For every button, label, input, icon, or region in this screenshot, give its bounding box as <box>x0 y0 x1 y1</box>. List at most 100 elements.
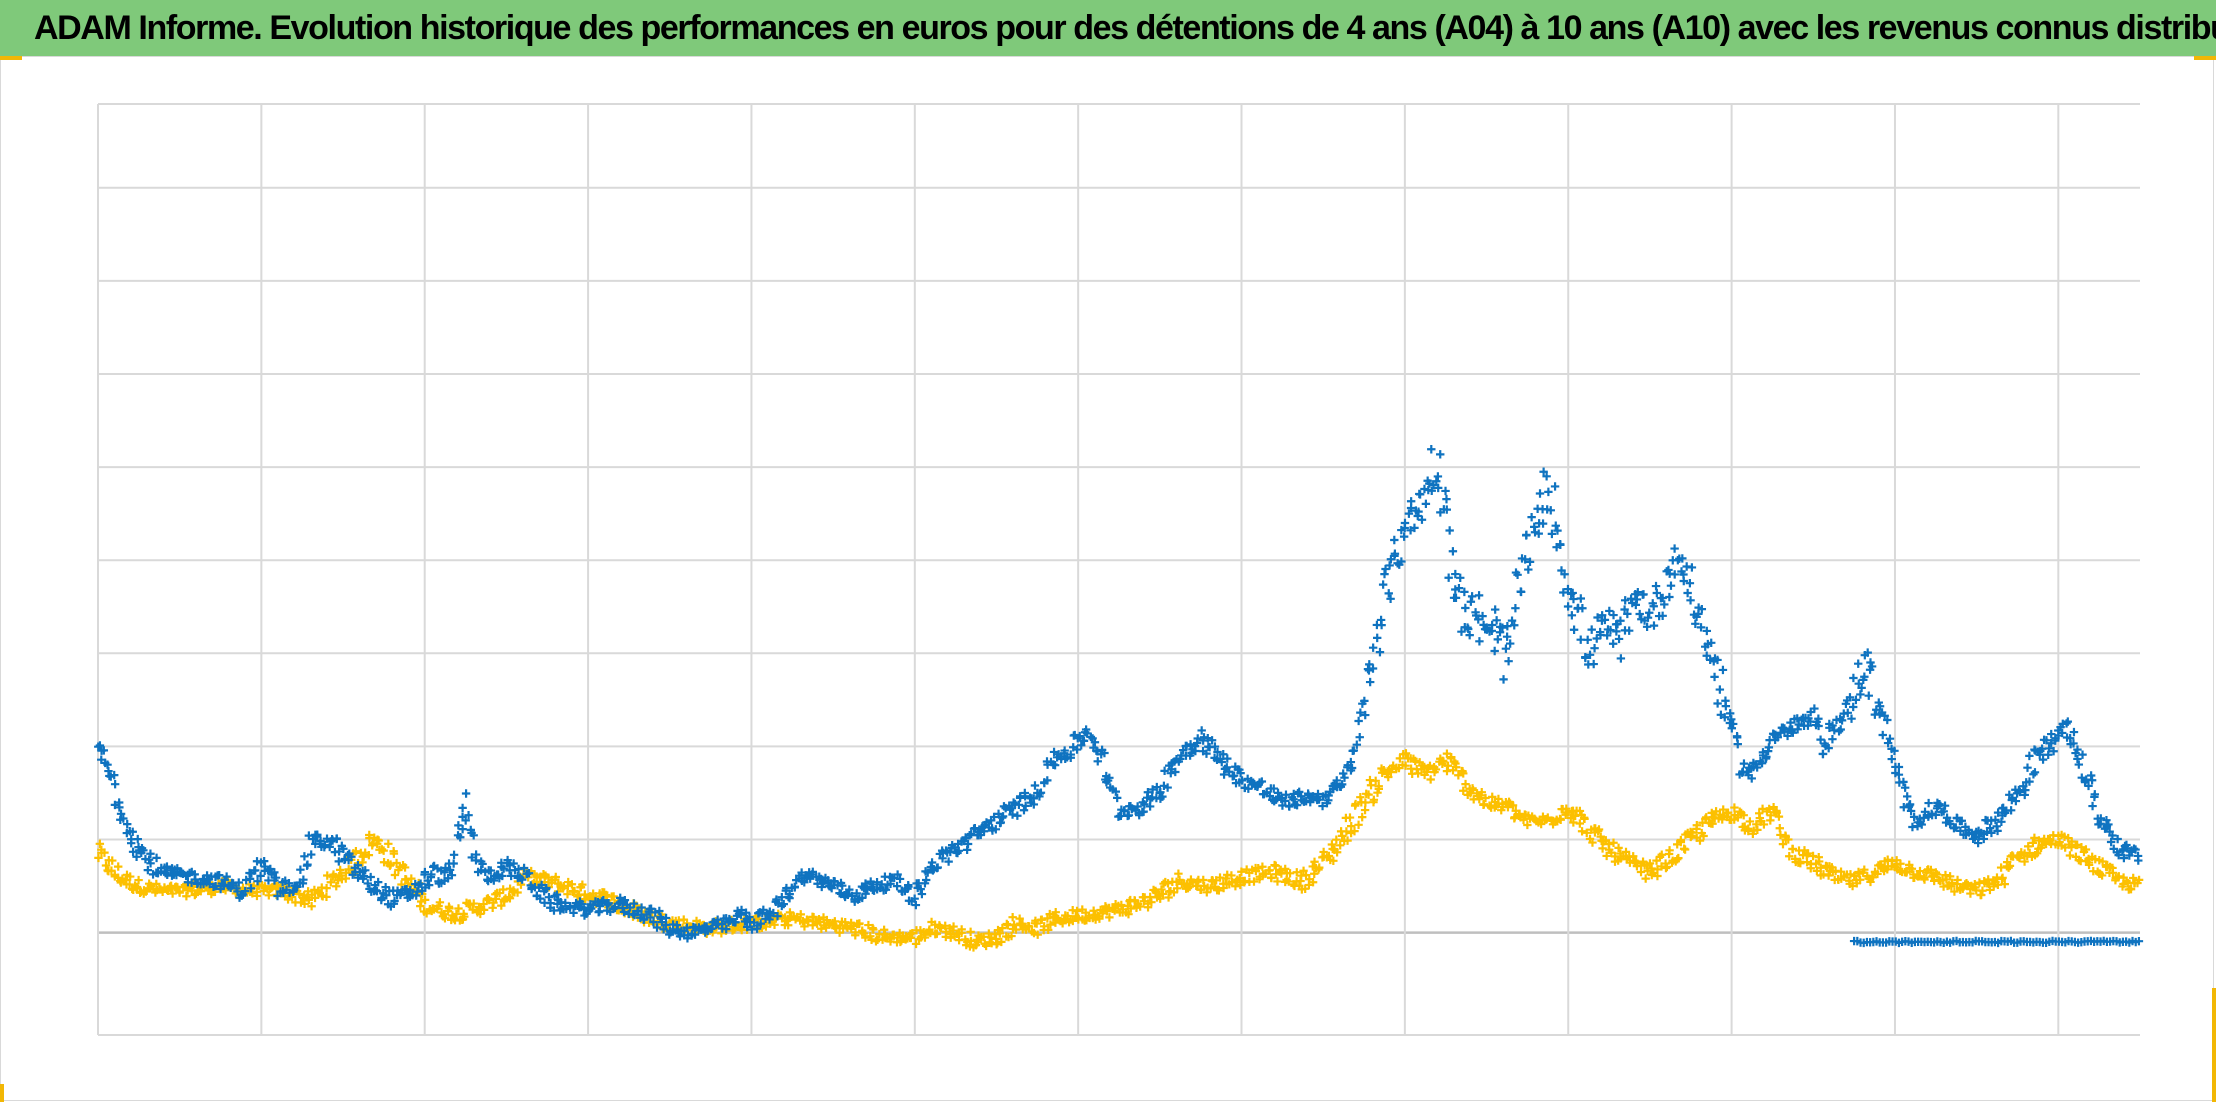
series-0-point <box>1213 747 1222 757</box>
series-0-point <box>1546 506 1555 515</box>
series-0-point <box>1222 763 1232 772</box>
series-0-point <box>270 868 279 877</box>
series-0-point <box>1894 770 1904 779</box>
series-1-point <box>1401 761 1410 770</box>
series-0-point <box>1072 745 1082 754</box>
series-0-point <box>616 893 625 903</box>
series-0-point <box>917 889 927 899</box>
series-0-point <box>1685 578 1695 588</box>
series-0-point <box>1451 569 1460 579</box>
series-0-point <box>1036 788 1046 797</box>
series-0-point <box>2030 768 2040 777</box>
series-0-point <box>1111 787 1120 796</box>
series-0-point <box>1794 720 1803 729</box>
series-1-point <box>1033 930 1042 939</box>
series-0-point <box>458 824 467 834</box>
series-1-point <box>1977 890 1986 900</box>
series-1-point <box>460 912 469 921</box>
series-1-point <box>454 904 463 913</box>
series-0-point <box>1182 741 1191 751</box>
series-0-point <box>509 859 518 868</box>
series-0-point <box>741 908 751 917</box>
series-0-point <box>1560 570 1569 579</box>
series-0-point <box>1292 800 1302 810</box>
frame-corner-top-right <box>2194 56 2216 60</box>
series-0-point <box>143 865 153 875</box>
series-0-point <box>307 850 316 859</box>
series-0-point <box>1652 588 1662 598</box>
series-0-point <box>1445 526 1454 535</box>
series-0-point <box>1679 576 1688 586</box>
series-1-point <box>1214 886 1224 895</box>
series-0-point <box>989 812 999 822</box>
series-1-point <box>420 895 430 905</box>
series-0-point <box>1814 714 1823 723</box>
series-0-point <box>1793 725 1802 734</box>
frame-corner-top-left <box>0 56 22 60</box>
series-0-point <box>1336 782 1346 791</box>
series-0-point <box>486 866 496 875</box>
series-1-point <box>1609 838 1618 847</box>
series-0-point <box>2096 819 2105 828</box>
series-0-point <box>991 825 1001 834</box>
series-0-point <box>1487 626 1496 636</box>
series-1-point <box>855 919 864 928</box>
series-1-point <box>1271 861 1280 870</box>
series-0-point <box>1349 746 1359 755</box>
series-1-point <box>100 848 109 857</box>
series-1-point <box>1873 869 1882 879</box>
series-0-point <box>241 886 250 896</box>
series-0-point <box>1471 608 1480 617</box>
series-0-point <box>2025 777 2034 786</box>
series-1-point <box>2097 871 2107 880</box>
series-0-point <box>1857 683 1866 693</box>
series-1-point <box>1315 863 1324 872</box>
series-1-point <box>1699 831 1708 841</box>
series-1-point <box>1803 849 1813 858</box>
series-0-point <box>1585 650 1595 660</box>
series-0-point <box>1710 672 1719 682</box>
series-0-point <box>1400 518 1410 528</box>
series-1-point <box>935 922 945 932</box>
series-1-point <box>1068 916 1078 926</box>
series-1-point <box>505 894 515 903</box>
series-0-point <box>245 874 255 884</box>
series-1-point <box>1332 848 1342 857</box>
series-1-point <box>1157 885 1166 894</box>
series-0-point <box>1783 731 1792 741</box>
series-0-point <box>2090 790 2100 799</box>
series-0-point <box>1567 611 1577 620</box>
series-1-point <box>385 861 395 870</box>
series-0-point <box>190 870 199 879</box>
series-1-point <box>483 894 493 903</box>
series-1-point <box>809 912 818 922</box>
series-0-point <box>742 922 752 932</box>
series-0-point <box>541 884 551 894</box>
series-1-point <box>563 889 572 899</box>
series-0-point <box>1620 605 1629 614</box>
series-0-point <box>1361 710 1370 720</box>
grid <box>97 103 2140 1036</box>
series-1-point <box>1814 857 1824 866</box>
series-1-point <box>94 853 103 863</box>
series-0-point <box>441 863 450 873</box>
series-0-point <box>99 746 109 755</box>
series-1-point <box>374 836 383 845</box>
series-0-point <box>1727 724 1737 733</box>
series-0-point <box>2069 739 2078 748</box>
series-0-point <box>1340 773 1349 782</box>
series-0-point <box>2044 744 2054 753</box>
series-0-point <box>1620 596 1630 605</box>
series-1-point <box>389 846 398 856</box>
series-0-point <box>651 908 660 917</box>
series-0-point <box>1810 704 1819 713</box>
series-0-point <box>569 908 578 918</box>
series-0-point <box>313 830 322 839</box>
series-0-point <box>970 823 980 833</box>
series-0-point <box>2042 736 2051 745</box>
series-0-point <box>1563 584 1573 594</box>
series-0-point <box>1612 627 1621 636</box>
series-0-point <box>1284 801 1294 811</box>
series-0-point <box>1139 807 1148 816</box>
series-0-point <box>1623 609 1632 619</box>
